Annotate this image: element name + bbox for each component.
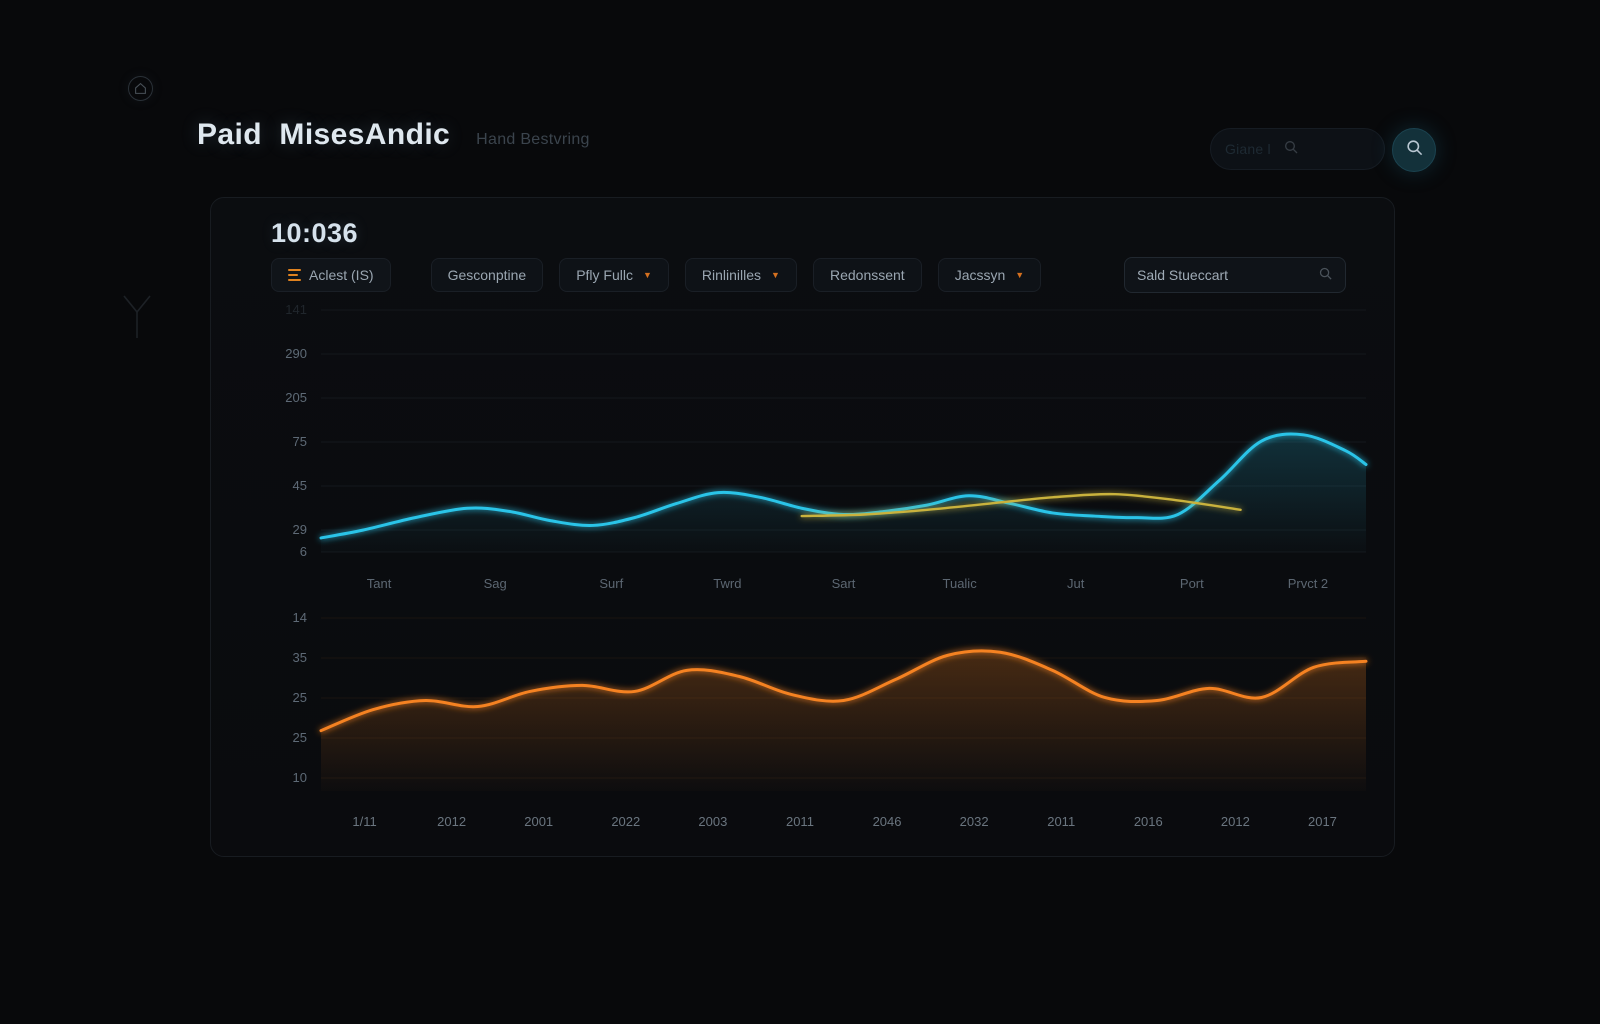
header-search-button[interactable] [1392,128,1436,172]
search-icon [1283,139,1299,160]
x-axis-tick: Prvct 2 [1288,576,1328,591]
page-title: Paid MisesAndic [197,118,450,152]
toolbar-pill-redonssent[interactable]: Redonssent [813,258,922,292]
series-area [321,651,1366,791]
chevron-down-icon: ▼ [1015,270,1024,280]
toolbar-pill-label: Pfly Fullc [576,267,633,283]
filter-toolbar: Aclest (IS) Gesconptine Pfly Fullc ▼ Rin… [271,256,1346,294]
x-axis-tick: 2012 [1221,814,1250,829]
toolbar-pill-aclest[interactable]: Aclest (IS) [271,258,391,292]
bottom-chart[interactable]: 14 35 25 25 10 1/11 2012 2001 2022 2003 2011 2046 20… [231,596,1376,841]
x-axis-tick: 1/11 [352,814,376,829]
y-axis-tick: 45 [293,478,307,493]
chevron-down-icon [120,292,154,340]
x-axis-tick: 2017 [1308,814,1337,829]
x-axis-tick: 2011 [786,814,814,829]
hamburger-icon [288,269,301,282]
dashboard-card: 10:036 Aclest (IS) Gesconptine Pfly Full… [210,197,1395,857]
title-group: Paid MisesAndic Hand Bestvring [197,118,590,152]
toolbar-pill-jacssyn[interactable]: Jacssyn ▼ [938,258,1042,292]
x-axis-tick: Sag [484,576,507,591]
clock-display: 10:036 [271,218,358,249]
y-axis-tick: 14 [293,610,307,625]
x-axis-tick: Tualic [943,576,978,591]
toolbar-pill-gesconptine[interactable]: Gesconptine [431,258,544,292]
toolbar-pill-label: Jacssyn [955,267,1006,283]
x-axis-tick: 2003 [698,814,727,829]
y-axis-tick: 141 [285,302,307,317]
y-axis-tick: 75 [293,434,307,449]
header-search-placeholder: Giane l [1225,141,1271,157]
x-axis-tick: Sart [832,576,856,591]
x-axis-tick: 2032 [960,814,989,829]
toolbar-pill-label: Rinlinilles [702,267,761,283]
y-axis-tick: 25 [293,690,307,705]
top-chart[interactable]: 141 290 205 75 45 29 6 Tant Sag Surf Twrd Sart Tuali… [231,290,1376,600]
y-axis-tick: 290 [285,346,307,361]
x-axis-tick: 2001 [524,814,553,829]
x-axis-tick: 2016 [1134,814,1163,829]
x-axis-tick: 2022 [611,814,640,829]
x-axis-tick: 2011 [1047,814,1075,829]
toolbar-pill-rinlinilles[interactable]: Rinlinilles ▼ [685,258,797,292]
x-axis-tick: Port [1180,576,1204,591]
x-axis-tick: Tant [367,576,392,591]
x-axis-tick: 2046 [873,814,902,829]
y-axis-tick: 10 [293,770,307,785]
toolbar-pill-label: Gesconptine [448,267,527,283]
x-axis-tick: 2012 [437,814,466,829]
y-axis-tick: 25 [293,730,307,745]
x-axis-tick: Jut [1067,576,1085,591]
home-circle-icon[interactable] [128,76,153,101]
chevron-down-icon: ▼ [643,270,652,280]
toolbar-search-value: Sald Stueccart [1137,267,1228,283]
y-axis-tick: 29 [293,522,307,537]
toolbar-pill-label: Redonssent [830,267,905,283]
y-axis-tick: 205 [285,390,307,405]
header-search-input[interactable]: Giane l [1210,128,1385,170]
page-subtitle: Hand Bestvring [476,131,590,149]
search-icon [1318,266,1333,284]
y-axis-tick: 6 [300,544,307,559]
x-axis-tick: Surf [599,576,623,591]
toolbar-pill-label: Aclest (IS) [309,267,374,283]
chevron-down-icon: ▼ [771,270,780,280]
toolbar-search-input[interactable]: Sald Stueccart [1124,257,1346,293]
series-area [321,434,1366,552]
x-axis-tick: Twrd [713,576,741,591]
app-root: Paid MisesAndic Hand Bestvring Giane l 1… [0,0,1600,1024]
search-icon [1405,138,1424,162]
y-axis-tick: 35 [293,650,307,665]
toolbar-pill-pfly-fullc[interactable]: Pfly Fullc ▼ [559,258,669,292]
